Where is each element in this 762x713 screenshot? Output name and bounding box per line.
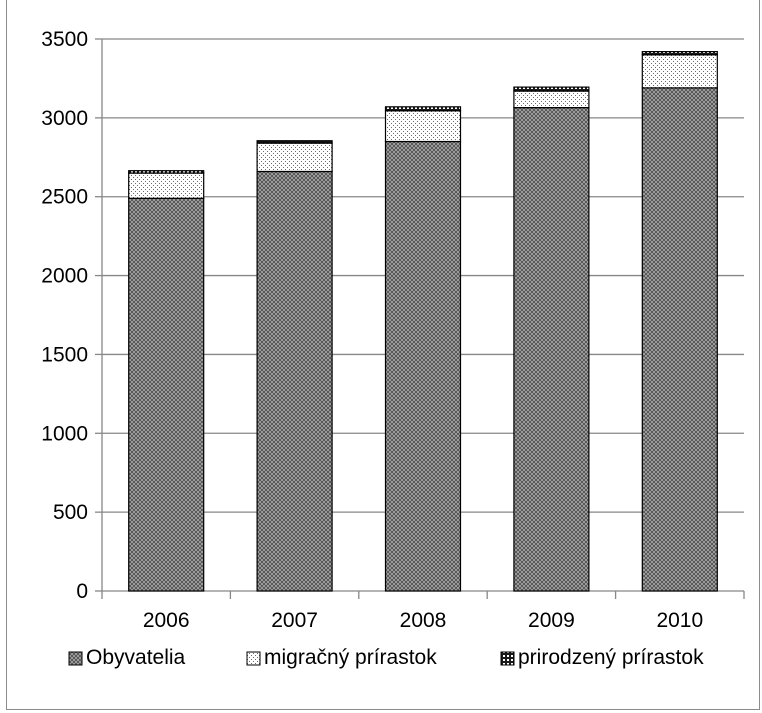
bar-2010-series-1 [641,54,718,89]
bar-2008-series-1 [384,110,462,143]
bar-2009-series-2 [513,86,590,92]
x-tick-label-2008: 2008 [400,609,447,632]
bars [128,51,718,592]
chart-frame: 0 500 1000 1500 2000 2500 3000 3500 2006 2007 2008… [6,0,760,710]
legend-label-2: prirodzený prírastok [518,646,704,669]
bar-2010-series-0 [641,87,718,592]
y-tick-label-2500: 2500 [41,186,88,209]
bar-2009-series-1 [513,90,590,109]
legend-swatch-1 [246,651,261,666]
y-tick-label-0: 0 [76,580,88,603]
x-tick-label-2006: 2006 [143,609,190,632]
bar-2008-series-0 [384,140,462,592]
bar-2007-series-2 [256,140,333,144]
chart-svg: 0 500 1000 1500 2000 2500 3000 3500 2006 2007 2008… [41,28,745,669]
y-tick-label-1500: 1500 [41,343,88,366]
y-tick-label-500: 500 [53,501,88,524]
bar-2007-series-0 [256,170,333,592]
legend-swatch-2 [500,651,515,666]
y-tick-label-3000: 3000 [41,107,88,130]
bar-2009-series-0 [513,107,590,592]
legend-label-1: migračný prírastok [264,646,437,669]
bar-2006-series-2 [128,170,205,174]
bar-2006-series-0 [128,197,205,592]
bar-2007-series-1 [256,142,333,173]
legend-swatch-0 [68,651,83,666]
legend: Obyvatelia migračný prírastok prirodzený p… [68,646,704,669]
y-tick-label-2000: 2000 [41,265,88,288]
tick-labels: 0 500 1000 1500 2000 2500 3000 3500 2006 2007 2008… [41,28,703,632]
y-tick-label-3500: 3500 [41,28,88,51]
bar-2008-series-2 [384,106,462,112]
legend-label-0: Obyvatelia [86,646,186,669]
y-tick-label-1000: 1000 [41,422,88,445]
x-tick-label-2009: 2009 [528,609,575,632]
bar-2010-series-2 [641,51,718,56]
bar-2006-series-1 [128,172,205,199]
x-tick-label-2007: 2007 [271,609,318,632]
x-tick-label-2010: 2010 [656,609,703,632]
